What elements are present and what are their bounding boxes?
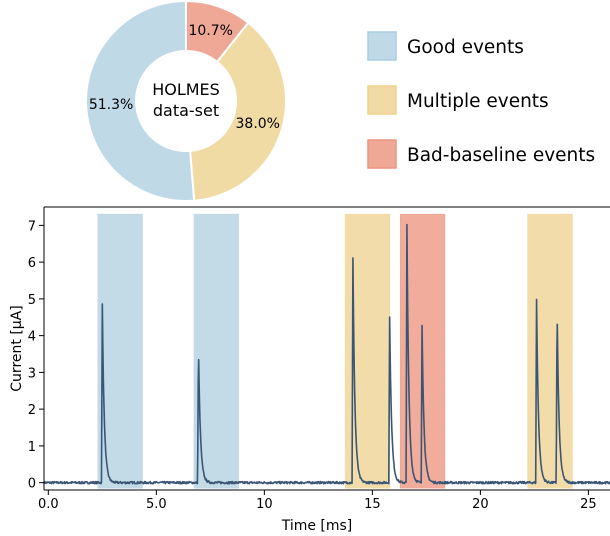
current-trace-plot: 0.0 5.0 10 15 20 25 0 1 2 3 4 5 6 7 Time [ms] Current [… (9, 206, 610, 534)
legend-label: Good events (407, 37, 524, 58)
x-axis-label: Time [ms] (281, 518, 353, 534)
y-tick-label: 4 (28, 330, 36, 345)
event-window (527, 213, 573, 489)
pie-center-label: HOLMES (152, 80, 220, 99)
y-axis-label: Current [μA] (9, 305, 25, 391)
pie-slice-label: 38.0% (236, 116, 280, 132)
donut-chart: 10.7% 38.0% 51.3% HOLMES data-set (85, 0, 287, 202)
x-tick-label: 20 (472, 497, 489, 512)
legend: Good events Multiple events Bad-baseline e… (367, 31, 595, 169)
legend-swatch (367, 31, 397, 61)
legend-label: Multiple events (407, 91, 549, 112)
y-tick-label: 6 (28, 256, 36, 271)
x-tick-label: 15 (364, 497, 381, 512)
y-tick-label: 3 (28, 366, 36, 381)
x-tick-label: 25 (580, 497, 597, 512)
x-tick-label: 10 (256, 497, 273, 512)
pie-slice (85, 0, 196, 202)
pie-center-label: data-set (153, 101, 219, 120)
legend-label: Bad-baseline events (407, 145, 595, 166)
pie-slice (189, 21, 287, 202)
event-window (97, 213, 143, 489)
y-tick-label: 0 (28, 477, 36, 492)
y-tick-label: 5 (28, 293, 36, 308)
legend-swatch (367, 139, 397, 169)
current-trace-line (43, 223, 610, 485)
y-tick-label: 2 (28, 403, 36, 418)
pie-slice-label: 10.7% (188, 23, 232, 39)
pie-slice-label: 51.3% (89, 97, 133, 113)
legend-swatch (367, 85, 397, 115)
y-tick-label: 7 (28, 219, 36, 234)
x-tick-label: 0.0 (38, 497, 59, 512)
y-tick-label: 1 (28, 440, 36, 455)
x-tick-label: 5.0 (146, 497, 167, 512)
